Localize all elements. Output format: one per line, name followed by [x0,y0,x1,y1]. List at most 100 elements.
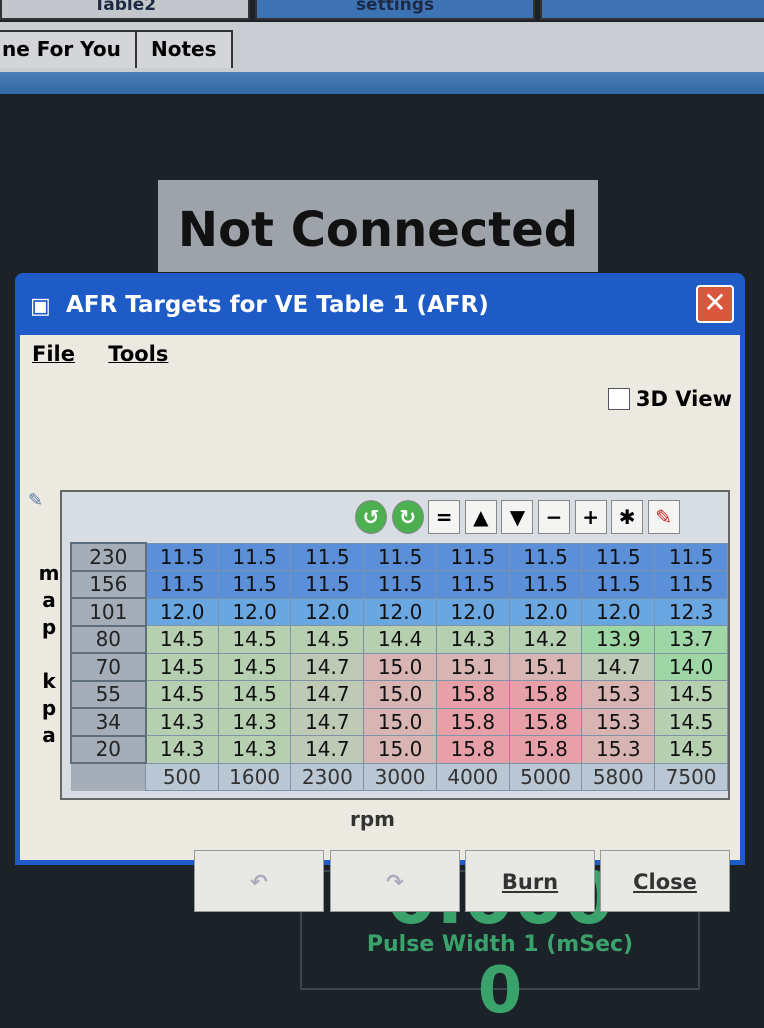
rpm-label[interactable]: 4000 [435,762,510,791]
afr-cell[interactable]: 12.0 [217,597,292,626]
rpm-label[interactable]: 5000 [508,762,583,791]
map-kpa-label[interactable]: 70 [70,652,147,682]
afr-cell[interactable]: 12.0 [290,597,365,626]
afr-cell[interactable]: 14.2 [508,625,583,654]
afr-cell[interactable]: 11.5 [654,570,728,599]
afr-cell[interactable]: 14.5 [217,680,292,709]
afr-cell[interactable]: 11.5 [145,570,219,599]
afr-cell[interactable]: 14.5 [217,625,292,654]
afr-cell[interactable]: 12.0 [363,597,437,626]
map-kpa-label[interactable]: 20 [70,734,147,764]
rpm-label[interactable]: 1600 [217,762,292,791]
afr-cell[interactable]: 11.5 [363,542,437,571]
menu-tools[interactable]: Tools [108,342,169,366]
afr-cell[interactable]: 15.8 [435,707,510,736]
afr-cell[interactable]: 15.8 [508,707,583,736]
afr-cell[interactable]: 15.8 [435,680,510,709]
afr-cell[interactable]: 14.5 [654,680,728,709]
afr-cell[interactable]: 11.5 [508,570,583,599]
rpm-label[interactable]: 7500 [654,762,728,791]
multiply-icon[interactable]: ✱ [611,500,644,534]
afr-cell[interactable]: 12.0 [145,597,219,626]
afr-cell[interactable]: 14.7 [290,652,365,681]
rpm-label[interactable]: 5800 [581,762,656,791]
afr-cell[interactable]: 13.7 [654,625,728,654]
menu-file[interactable]: File [32,342,75,366]
afr-cell[interactable]: 14.5 [217,652,292,681]
afr-cell[interactable]: 12.0 [435,597,510,626]
tab-notes[interactable]: Notes [135,30,233,68]
tab-tune-for-you[interactable]: ne For You [0,30,137,68]
dialog-title-bar[interactable]: ▣ AFR Targets for VE Table 1 (AFR) ✕ [20,273,740,335]
afr-cell[interactable]: 15.0 [363,735,437,764]
afr-cell[interactable]: 14.7 [290,680,365,709]
increase-icon[interactable]: ▲ [464,500,497,534]
afr-cell[interactable]: 15.1 [508,652,583,681]
afr-cell[interactable]: 14.3 [217,707,292,736]
afr-cell[interactable]: 15.8 [508,735,583,764]
rotate-right-icon[interactable]: ↻ [391,500,424,534]
afr-cell[interactable]: 14.5 [654,735,728,764]
map-kpa-label[interactable]: 80 [70,624,147,654]
afr-cell[interactable]: 14.5 [145,652,219,681]
edit-icon[interactable]: ✎ [28,490,44,511]
afr-cell[interactable]: 14.7 [290,735,365,764]
afr-cell[interactable]: 15.0 [363,707,437,736]
afr-cell[interactable]: 14.5 [654,707,728,736]
afr-cell[interactable]: 11.5 [581,542,656,571]
tab-table2[interactable]: Table2 [0,0,250,20]
afr-cell[interactable]: 14.3 [145,735,219,764]
afr-cell[interactable]: 14.3 [145,707,219,736]
afr-cell[interactable]: 12.3 [654,597,728,626]
view-3d-toggle[interactable]: 3D View [607,387,732,411]
afr-cell[interactable]: 14.0 [654,652,728,681]
map-kpa-label[interactable]: 34 [70,707,147,737]
afr-cell[interactable]: 15.3 [581,735,656,764]
afr-cell[interactable]: 14.5 [290,625,365,654]
equals-icon[interactable]: = [428,500,461,534]
rpm-label[interactable]: 2300 [290,762,365,791]
afr-cell[interactable]: 14.5 [145,625,219,654]
afr-cell[interactable]: 15.3 [581,680,656,709]
afr-cell[interactable]: 14.7 [290,707,365,736]
view-3d-checkbox[interactable] [607,388,630,410]
afr-cell[interactable]: 11.5 [145,542,219,571]
afr-cell[interactable]: 11.5 [654,542,728,571]
afr-cell[interactable]: 13.9 [581,625,656,654]
rpm-label[interactable]: 500 [145,762,219,791]
afr-cell[interactable]: 15.8 [435,735,510,764]
afr-cell[interactable]: 11.5 [290,542,365,571]
afr-cell[interactable]: 11.5 [435,542,510,571]
close-button[interactable]: Close [600,850,730,912]
afr-cell[interactable]: 11.5 [581,570,656,599]
afr-cell[interactable]: 14.3 [217,735,292,764]
afr-cell[interactable]: 14.3 [435,625,510,654]
redo-button[interactable]: ↷ [330,850,460,912]
map-kpa-label[interactable]: 230 [70,542,147,572]
afr-cell[interactable]: 11.5 [290,570,365,599]
afr-cell[interactable]: 11.5 [217,542,292,571]
minus-icon[interactable]: − [538,500,570,534]
tab-settings[interactable]: settings [255,0,535,20]
afr-cell[interactable]: 14.7 [581,652,656,681]
map-kpa-label[interactable]: 156 [70,569,147,599]
afr-cell[interactable]: 11.5 [217,570,292,599]
pen-icon[interactable]: ✎ [647,500,680,534]
decrease-icon[interactable]: ▼ [501,500,534,534]
afr-cell[interactable]: 15.0 [363,652,437,681]
afr-cell[interactable]: 12.0 [508,597,583,626]
undo-button[interactable]: ↶ [194,850,324,912]
afr-cell[interactable]: 11.5 [363,570,437,599]
afr-cell[interactable]: 14.5 [145,680,219,709]
afr-cell[interactable]: 12.0 [581,597,656,626]
afr-cell[interactable]: 15.8 [508,680,583,709]
afr-cell[interactable]: 14.4 [363,625,437,654]
tab-other[interactable] [540,0,764,20]
plus-icon[interactable]: + [574,500,607,534]
rotate-left-icon[interactable]: ↺ [355,500,387,534]
close-icon[interactable]: ✕ [696,285,734,323]
afr-cell[interactable]: 11.5 [435,570,510,599]
burn-button[interactable]: Burn [465,850,595,912]
afr-cell[interactable]: 15.3 [581,707,656,736]
map-kpa-label[interactable]: 101 [70,597,147,627]
